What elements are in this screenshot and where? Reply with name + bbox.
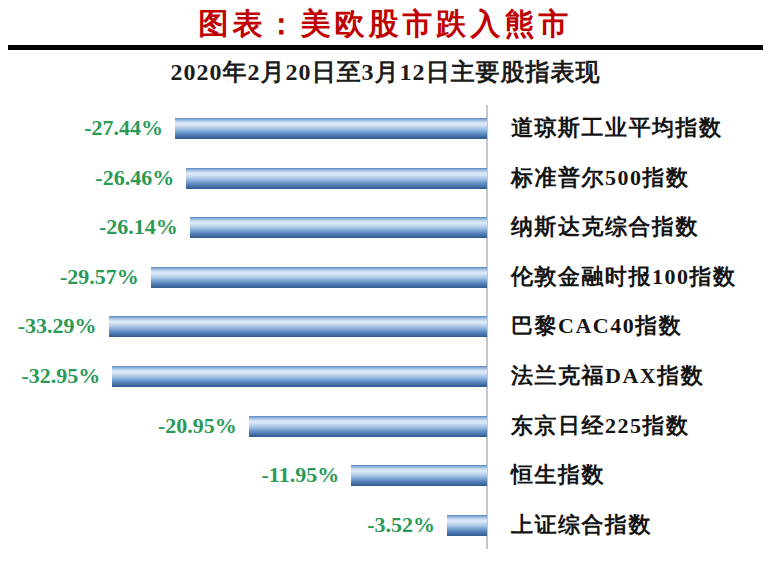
bar (351, 465, 487, 486)
chart-row: -26.46% 标准普尔500指数 (0, 154, 771, 204)
value-label: -26.14% (99, 215, 178, 239)
category-label: 标准普尔500指数 (511, 165, 690, 191)
chart-row: -32.95% 法兰克福DAX指数 (0, 352, 771, 402)
bar-chart: -27.44% 道琼斯工业平均指数 -26.46% 标准普尔500指数 -26.… (0, 0, 771, 562)
value-label: -3.52% (367, 513, 435, 537)
category-label: 上证综合指数 (511, 512, 652, 538)
bar (249, 416, 487, 437)
category-label: 东京日经225指数 (511, 413, 690, 439)
category-label: 伦敦金融时报100指数 (511, 264, 737, 290)
bar (109, 316, 488, 337)
chart-row: -27.44% 道琼斯工业平均指数 (0, 104, 771, 154)
bar (447, 515, 487, 536)
value-label: -27.44% (84, 116, 163, 140)
value-label: -20.95% (158, 414, 237, 438)
chart-page: 图表：美欧股市跌入熊市 2020年2月20日至3月12日主要股指表现 -27.4… (0, 0, 771, 562)
bar (186, 168, 487, 189)
category-label: 恒生指数 (511, 462, 605, 488)
value-label: -11.95% (262, 463, 340, 487)
chart-row: -26.14% 纳斯达克综合指数 (0, 203, 771, 253)
category-label: 道琼斯工业平均指数 (511, 115, 723, 141)
bar (151, 267, 487, 288)
bar (175, 118, 487, 139)
category-label: 纳斯达克综合指数 (511, 214, 699, 240)
chart-row: -11.95% 恒生指数 (0, 451, 771, 501)
chart-row: -20.95% 东京日经225指数 (0, 402, 771, 452)
value-label: -33.29% (18, 314, 97, 338)
chart-row: -33.29% 巴黎CAC40指数 (0, 302, 771, 352)
chart-row: -3.52% 上证综合指数 (0, 501, 771, 551)
category-label: 法兰克福DAX指数 (511, 363, 704, 389)
value-label: -32.95% (22, 364, 101, 388)
bar (112, 366, 487, 387)
chart-row: -29.57% 伦敦金融时报100指数 (0, 253, 771, 303)
value-label: -26.46% (95, 166, 174, 190)
category-label: 巴黎CAC40指数 (511, 313, 682, 339)
value-label: -29.57% (60, 265, 139, 289)
bar (190, 217, 487, 238)
